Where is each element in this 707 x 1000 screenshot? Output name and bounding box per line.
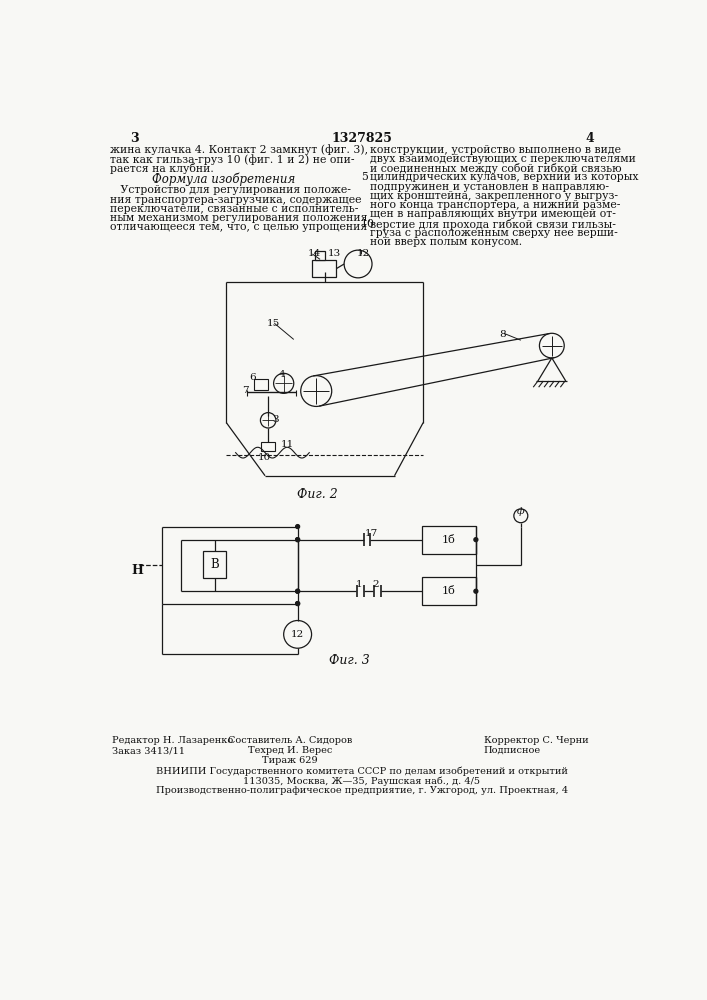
Text: 8: 8 bbox=[499, 330, 506, 339]
Text: 6: 6 bbox=[250, 373, 256, 382]
Text: Корректор С. Черни: Корректор С. Черни bbox=[484, 736, 588, 745]
Text: 4: 4 bbox=[279, 370, 286, 379]
Text: 10: 10 bbox=[361, 219, 375, 229]
Text: цилиндрических кулачов, верхний из которых: цилиндрических кулачов, верхний из котор… bbox=[370, 172, 638, 182]
Bar bbox=[255, 379, 268, 389]
Text: 12: 12 bbox=[356, 249, 370, 258]
Circle shape bbox=[284, 620, 312, 648]
Text: 5: 5 bbox=[361, 172, 368, 182]
Text: переключатели, связанные с исполнитель-: переключатели, связанные с исполнитель- bbox=[110, 204, 358, 214]
Text: Формула изобретения: Формула изобретения bbox=[153, 172, 296, 186]
Circle shape bbox=[296, 602, 300, 605]
Bar bbox=[261, 442, 275, 451]
Text: жина кулачка 4. Контакт 2 замкнут (фиг. 3),: жина кулачка 4. Контакт 2 замкнут (фиг. … bbox=[110, 145, 368, 155]
Text: 1: 1 bbox=[356, 580, 363, 589]
Text: конструкции, устройство выполнено в виде: конструкции, устройство выполнено в виде bbox=[370, 145, 621, 155]
Circle shape bbox=[296, 538, 300, 542]
Text: H: H bbox=[131, 564, 143, 577]
Text: 13: 13 bbox=[328, 249, 341, 258]
Text: 10: 10 bbox=[258, 453, 271, 462]
Text: ния транспортера-загрузчика, содержащее: ния транспортера-загрузчика, содержащее bbox=[110, 195, 361, 205]
Circle shape bbox=[296, 602, 300, 605]
Circle shape bbox=[296, 589, 300, 593]
Text: Устройство для регулирования положе-: Устройство для регулирования положе- bbox=[110, 185, 351, 195]
Circle shape bbox=[300, 376, 332, 406]
Text: Составитель А. Сидоров: Составитель А. Сидоров bbox=[228, 736, 352, 745]
Circle shape bbox=[296, 538, 300, 542]
Text: 7: 7 bbox=[242, 386, 248, 395]
Text: и соединенных между собой гибкой связью: и соединенных между собой гибкой связью bbox=[370, 163, 621, 174]
Text: Редактор Н. Лазаренко: Редактор Н. Лазаренко bbox=[112, 736, 233, 745]
Text: 2: 2 bbox=[373, 580, 380, 589]
Text: 14: 14 bbox=[308, 249, 321, 258]
Text: 3: 3 bbox=[131, 132, 139, 145]
Circle shape bbox=[296, 525, 300, 528]
Bar bbox=[421, 577, 476, 605]
Circle shape bbox=[474, 589, 478, 593]
Text: ной вверх полым конусом.: ной вверх полым конусом. bbox=[370, 237, 522, 247]
Text: Фиг. 2: Фиг. 2 bbox=[297, 488, 337, 501]
Text: верстие для прохода гибкой связи гильзы-: верстие для прохода гибкой связи гильзы- bbox=[370, 219, 616, 230]
Text: Тираж 629: Тираж 629 bbox=[262, 756, 317, 765]
Text: подпружинен и установлен в направляю-: подпружинен и установлен в направляю- bbox=[370, 182, 609, 192]
Text: щих кронштейна, закрепленного у выгруз-: щих кронштейна, закрепленного у выгруз- bbox=[370, 191, 618, 201]
Text: ф: ф bbox=[517, 507, 525, 516]
Text: Техред И. Верес: Техред И. Верес bbox=[247, 746, 332, 755]
Text: Фиг. 3: Фиг. 3 bbox=[329, 654, 369, 667]
Text: 11: 11 bbox=[281, 440, 294, 449]
Text: рается на клубни.: рается на клубни. bbox=[110, 163, 214, 174]
Text: 4: 4 bbox=[585, 132, 594, 145]
Circle shape bbox=[344, 250, 372, 278]
Text: ного конца транспортера, а нижний разме-: ного конца транспортера, а нижний разме- bbox=[370, 200, 620, 210]
Circle shape bbox=[539, 333, 564, 358]
Text: Производственно-полиграфическое предприятие, г. Ужгород, ул. Проектная, 4: Производственно-полиграфическое предприя… bbox=[156, 786, 568, 795]
Bar bbox=[203, 551, 226, 578]
Text: Заказ 3413/11: Заказ 3413/11 bbox=[112, 746, 185, 755]
Text: груза с расположенным сверху нее верши-: груза с расположенным сверху нее верши- bbox=[370, 228, 617, 238]
Text: В: В bbox=[210, 558, 219, 571]
Circle shape bbox=[274, 373, 293, 393]
Text: щен в направляющих внутри имеющей от-: щен в направляющих внутри имеющей от- bbox=[370, 209, 616, 219]
Text: 3: 3 bbox=[272, 415, 279, 424]
Text: 1327825: 1327825 bbox=[332, 132, 392, 145]
Circle shape bbox=[296, 589, 300, 593]
Text: Подписное: Подписное bbox=[484, 746, 541, 755]
Text: ВНИИПИ Государственного комитета СССР по делам изобретений и открытий: ВНИИПИ Государственного комитета СССР по… bbox=[156, 766, 568, 776]
Bar bbox=[312, 260, 337, 277]
Text: так как гильза-груз 10 (фиг. 1 и 2) не опи-: так как гильза-груз 10 (фиг. 1 и 2) не о… bbox=[110, 154, 355, 165]
Circle shape bbox=[260, 413, 276, 428]
Text: ным механизмом регулирования положения,: ным механизмом регулирования положения, bbox=[110, 213, 371, 223]
Bar bbox=[315, 251, 325, 260]
Text: отличающееся тем, что, с целью упрощения: отличающееся тем, что, с целью упрощения bbox=[110, 222, 368, 232]
Text: 12: 12 bbox=[291, 630, 304, 639]
Text: 17: 17 bbox=[365, 529, 378, 538]
Text: 1б: 1б bbox=[442, 535, 456, 545]
Text: двух взаимодействующих с переключателями: двух взаимодействующих с переключателями bbox=[370, 154, 636, 164]
Text: 15: 15 bbox=[267, 319, 280, 328]
Text: 113035, Москва, Ж—35, Раушская наб., д. 4/5: 113035, Москва, Ж—35, Раушская наб., д. … bbox=[243, 776, 481, 786]
Text: 1б: 1б bbox=[442, 586, 456, 596]
Bar bbox=[421, 526, 476, 554]
Circle shape bbox=[474, 538, 478, 542]
